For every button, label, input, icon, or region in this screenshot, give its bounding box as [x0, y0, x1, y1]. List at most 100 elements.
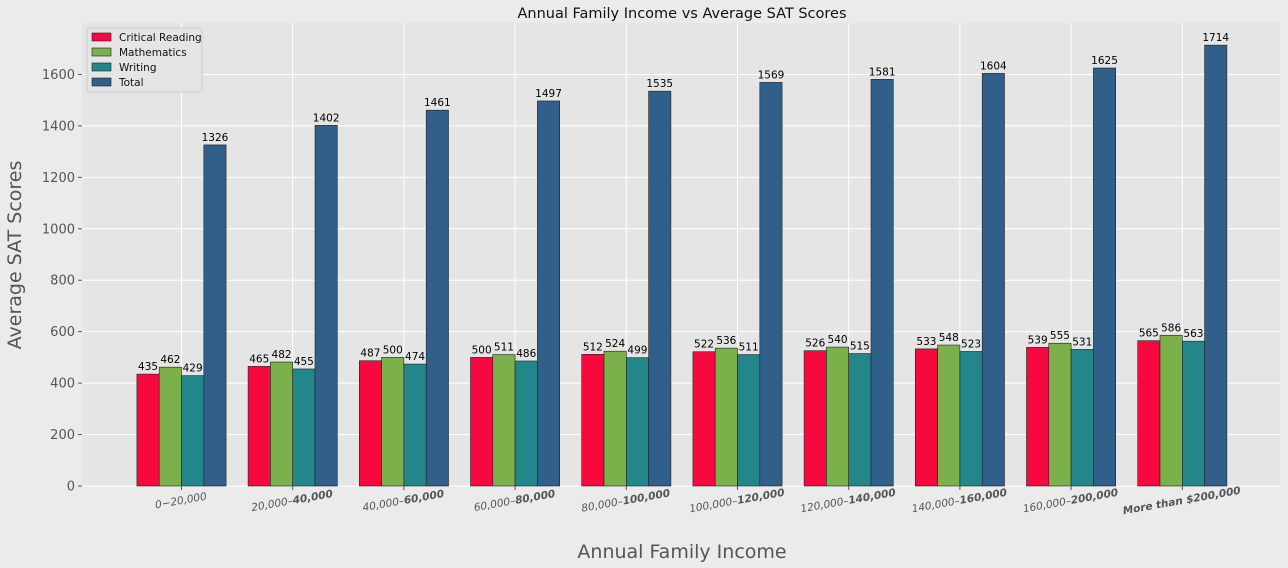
data-label: 523 — [961, 338, 981, 350]
x-tick-label: More than $200,000 — [1122, 485, 1242, 518]
data-label: 536 — [716, 335, 736, 347]
bar — [870, 79, 894, 487]
bar — [470, 357, 494, 487]
legend-box — [86, 27, 203, 93]
bar — [914, 348, 938, 487]
bar — [1026, 347, 1050, 487]
data-label: 1625 — [1091, 55, 1118, 67]
data-label: 524 — [605, 338, 625, 350]
x-tick-label: 140,000–160,000 — [911, 487, 1008, 516]
data-label: 487 — [360, 348, 380, 360]
bar — [381, 357, 405, 487]
y-tick-label: 1400 — [42, 119, 75, 134]
y-axis-label: Average SAT Scores — [4, 161, 26, 350]
data-label: 1535 — [646, 78, 673, 90]
data-label: 474 — [405, 351, 425, 363]
legend-swatch — [91, 77, 112, 87]
data-label: 563 — [1183, 328, 1203, 340]
bar — [692, 351, 716, 487]
data-label: 533 — [916, 336, 936, 348]
data-label: 539 — [1028, 334, 1048, 346]
bar — [625, 357, 649, 487]
data-label: 511 — [739, 342, 759, 354]
data-label: 1569 — [758, 69, 785, 81]
bar — [1093, 67, 1117, 487]
bar — [826, 346, 850, 487]
bar — [1070, 349, 1094, 487]
bar — [425, 109, 449, 487]
bar — [358, 360, 382, 487]
y-axis-ticks: 0 200 400 600 800 1000 1200 1400 1600 — [42, 68, 82, 495]
legend-swatch — [91, 47, 112, 57]
data-label: 500 — [472, 344, 492, 356]
bar — [1204, 44, 1228, 487]
bar — [203, 144, 227, 487]
bar — [1048, 342, 1072, 487]
bar — [603, 350, 627, 487]
bar — [759, 82, 783, 487]
bar — [848, 353, 872, 487]
bar — [158, 366, 182, 487]
y-tick-label: 1600 — [42, 68, 75, 83]
data-label: 1604 — [980, 60, 1007, 72]
data-label: 565 — [1139, 328, 1159, 340]
data-label: 486 — [516, 348, 536, 360]
data-label: 465 — [249, 353, 269, 365]
y-tick-label: 200 — [50, 428, 75, 443]
bar — [181, 375, 205, 487]
data-label: 462 — [160, 354, 180, 366]
data-label: 499 — [627, 345, 647, 357]
bar — [737, 354, 761, 487]
legend-swatch — [91, 32, 112, 42]
data-label: 540 — [828, 334, 848, 346]
data-label: 1461 — [424, 97, 451, 109]
y-tick-label: 600 — [50, 325, 75, 340]
bar — [1137, 340, 1161, 487]
x-tick-label: 40,000–60,000 — [362, 488, 445, 514]
bar — [959, 351, 983, 487]
data-label: 500 — [383, 344, 403, 356]
data-label: 482 — [272, 349, 292, 361]
y-tick-label: 0 — [67, 480, 75, 495]
bar — [270, 361, 293, 487]
data-label: 1497 — [535, 88, 562, 100]
legend: Critical Reading Mathematics Writing Total — [86, 27, 203, 93]
data-label: 1581 — [869, 66, 896, 78]
bar — [514, 360, 538, 487]
x-tick-label: 120,000–140,000 — [800, 487, 897, 516]
bar — [1182, 340, 1205, 487]
data-label: 435 — [138, 361, 158, 373]
bar — [981, 73, 1005, 487]
x-tick-label: 80,000–100,000 — [581, 487, 672, 514]
x-axis-label: Annual Family Income — [577, 541, 786, 563]
bar — [648, 90, 672, 487]
bar — [136, 373, 160, 487]
bar — [403, 363, 427, 487]
legend-label: Mathematics — [119, 47, 187, 59]
bar — [1159, 334, 1183, 487]
bar — [803, 350, 827, 487]
legend-label: Writing — [119, 62, 157, 74]
legend-label: Total — [118, 77, 144, 89]
bars — [136, 44, 1228, 487]
data-label: 526 — [805, 338, 825, 350]
chart-title: Annual Family Income vs Average SAT Scor… — [517, 6, 846, 22]
bar — [937, 344, 961, 487]
data-label: 515 — [850, 341, 870, 353]
bar — [314, 125, 338, 487]
x-tick-label: 100,000–120,000 — [688, 487, 785, 516]
data-label: 455 — [294, 356, 314, 368]
bar — [292, 368, 316, 487]
legend-swatch — [91, 62, 112, 72]
data-label: 1326 — [202, 132, 229, 144]
data-label: 586 — [1161, 322, 1181, 334]
data-label: 1714 — [1202, 32, 1229, 44]
bar — [247, 366, 271, 487]
data-label: 548 — [939, 332, 959, 344]
y-tick-label: 1200 — [42, 171, 75, 186]
bar — [492, 354, 516, 487]
x-tick-label: 160,000–200,000 — [1022, 487, 1119, 516]
y-tick-label: 800 — [50, 274, 75, 289]
bar — [581, 354, 605, 487]
